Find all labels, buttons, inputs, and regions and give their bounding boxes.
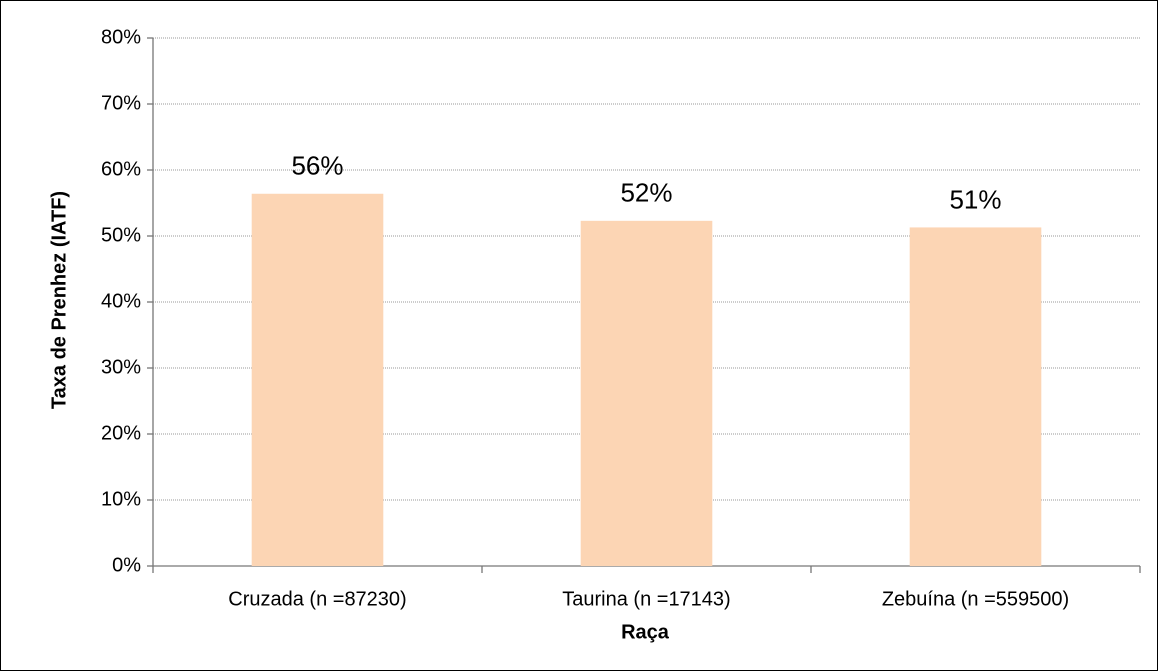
y-tick-label: 20% xyxy=(101,422,141,444)
y-tick-label: 10% xyxy=(101,488,141,510)
data-label: 56% xyxy=(291,151,343,181)
y-tick-label: 0% xyxy=(112,554,141,576)
y-axis-label: Taxa de Prenhez (IATF) xyxy=(48,191,70,409)
y-tick-label: 50% xyxy=(101,224,141,246)
x-tick-label: Cruzada (n =87230) xyxy=(228,588,406,610)
x-tick-label: Zebuína (n =559500) xyxy=(882,588,1069,610)
bar xyxy=(251,193,384,566)
bar xyxy=(909,227,1042,567)
x-tick-label: Taurina (n =17143) xyxy=(562,588,730,610)
data-label: 52% xyxy=(620,178,672,208)
bar xyxy=(580,220,713,566)
y-tick-label: 60% xyxy=(101,158,141,180)
y-tick-label: 80% xyxy=(101,26,141,48)
x-axis-label: Raça xyxy=(621,621,670,643)
y-tick-label: 70% xyxy=(101,92,141,114)
data-label: 51% xyxy=(949,184,1001,214)
y-tick-label: 30% xyxy=(101,356,141,378)
y-tick-label: 40% xyxy=(101,290,141,312)
